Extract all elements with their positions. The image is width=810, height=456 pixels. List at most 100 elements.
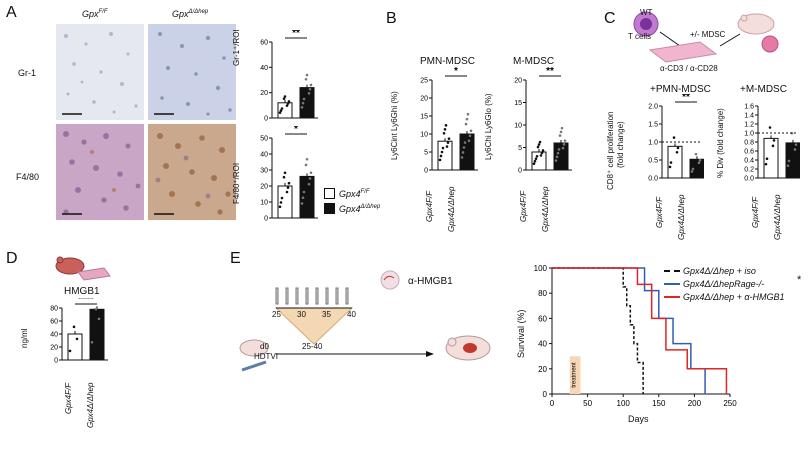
data-point	[466, 112, 470, 116]
data-point	[68, 349, 72, 353]
data-point	[278, 205, 282, 209]
data-point	[301, 196, 305, 200]
chart-hmgb1: 0 20 40 60 80 ****	[50, 298, 108, 364]
data-point	[556, 151, 560, 155]
schematic-d	[55, 256, 111, 281]
y-tick-label: 1.5	[648, 122, 658, 129]
data-point	[536, 145, 540, 149]
data-point	[305, 73, 309, 77]
data-point	[694, 152, 698, 156]
y-tick-label: 80	[50, 306, 58, 313]
data-point	[308, 177, 312, 180]
xlabel-b-pmn-1: Gpx4F/F	[425, 190, 434, 222]
day-tick-40: 40	[347, 310, 356, 319]
ylabel-pmn: Ly6Cint Ly6Ghi (%)	[390, 91, 399, 160]
data-point	[465, 117, 469, 121]
data-point	[286, 186, 290, 189]
col-label-gpx-ff: GpxF/F	[82, 9, 108, 19]
ylabel-f480: F4/80⁺/ROI	[232, 162, 241, 204]
y-tick-label: 100	[534, 264, 548, 273]
y-tick-label: 25	[420, 78, 428, 85]
data-point	[794, 143, 798, 146]
xlabel-c-m-2: Gpx4Δ/Δhep	[773, 194, 782, 240]
data-point	[461, 151, 465, 154]
y-tick-label: 20	[514, 78, 522, 85]
label-mdsc: +/- MDSC	[690, 30, 726, 39]
x-tick-label: 200	[688, 399, 702, 408]
data-point	[280, 107, 284, 110]
data-point	[554, 159, 558, 162]
data-point	[540, 151, 544, 155]
data-point	[672, 136, 676, 139]
legend-item-ff: Gpx4F/F	[324, 188, 380, 199]
sig-survival: *	[797, 274, 802, 286]
xlabel-b-m-1: Gpx4F/F	[519, 190, 528, 222]
histology-gr1-ff	[56, 24, 144, 120]
ylabel-d: ng/ml	[20, 328, 29, 348]
chart-gr1-per-roi: 0 20 40 60 **	[260, 30, 318, 122]
title-pmn-mdsc: PMN-MDSC	[420, 56, 475, 67]
row-label-f480: F4/80	[16, 172, 40, 182]
legend-item-ko: Gpx4Δ/Δhep	[324, 203, 380, 214]
xlabel-b-m-2: Gpx4Δ/Δhep	[541, 186, 550, 232]
day-tick-25: 25	[272, 310, 281, 319]
y-tick-label: 50	[260, 136, 268, 143]
data-point	[287, 181, 291, 185]
data-point	[532, 162, 536, 165]
data-point	[772, 139, 776, 142]
y-tick-label: 0.4	[744, 158, 754, 165]
data-point	[283, 95, 287, 98]
data-point	[538, 140, 542, 144]
legend-line-rage	[664, 283, 680, 285]
label-t-cells: T cells	[628, 32, 651, 41]
title-hmgb1: HMGB1	[64, 286, 100, 297]
y-tick-label: 10	[420, 132, 428, 139]
data-point	[438, 158, 442, 162]
ylabel-c-left-1: CD8⁺ cell proliferation	[606, 111, 615, 190]
data-point	[439, 154, 443, 158]
day-tick-35: 35	[322, 310, 331, 319]
sig-label: **	[292, 30, 300, 39]
data-point	[302, 97, 306, 101]
y-tick-label: 0	[518, 168, 522, 175]
xlabel-d-1: Gpx4F/F	[64, 382, 73, 414]
survival-curve-2	[552, 267, 728, 394]
data-point	[557, 148, 561, 151]
x-tick-label: 150	[652, 399, 666, 408]
label-range: 25-40	[302, 342, 323, 351]
panel-letter-d: D	[6, 250, 18, 267]
y-tick-label: 20	[260, 90, 268, 97]
data-point	[787, 159, 791, 163]
y-tick-label: 0	[543, 390, 548, 399]
data-point	[300, 202, 304, 205]
y-tick-label: 40	[50, 332, 58, 339]
data-point	[559, 130, 563, 134]
legend-line-hmgb1	[664, 296, 680, 298]
data-point	[691, 167, 695, 171]
sig-label: **	[682, 94, 690, 103]
data-point	[534, 157, 538, 161]
data-point	[562, 143, 566, 146]
y-tick-label: 0.8	[744, 140, 754, 147]
chart-pmn-mdsc: 0 5 10 15 20 25 *	[420, 66, 478, 175]
y-tick-label: 1.6	[744, 104, 754, 111]
y-tick-label: 60	[260, 40, 268, 47]
legend-swatch-black	[324, 203, 335, 214]
data-point	[697, 161, 701, 165]
data-point	[285, 190, 289, 194]
ylabel-gr1: Gr-1⁺/ROI	[232, 29, 241, 66]
data-point	[563, 139, 567, 142]
y-tick-label: 40	[260, 152, 268, 159]
data-point	[282, 175, 286, 179]
panel-letter-c: C	[604, 10, 616, 27]
data-point	[90, 340, 94, 344]
data-point	[469, 129, 473, 133]
data-point	[279, 109, 283, 112]
data-point	[541, 149, 545, 152]
legend-a: Gpx4F/F Gpx4Δ/Δhep	[324, 188, 380, 214]
data-point	[764, 162, 768, 166]
y-tick-label: 0.0	[744, 176, 754, 183]
title-pmn-c: +PMN-MDSC	[650, 84, 711, 95]
treatment-band	[569, 356, 581, 394]
xlabel-b-pmn-2: Gpx4Δ/Δhep	[447, 186, 456, 232]
